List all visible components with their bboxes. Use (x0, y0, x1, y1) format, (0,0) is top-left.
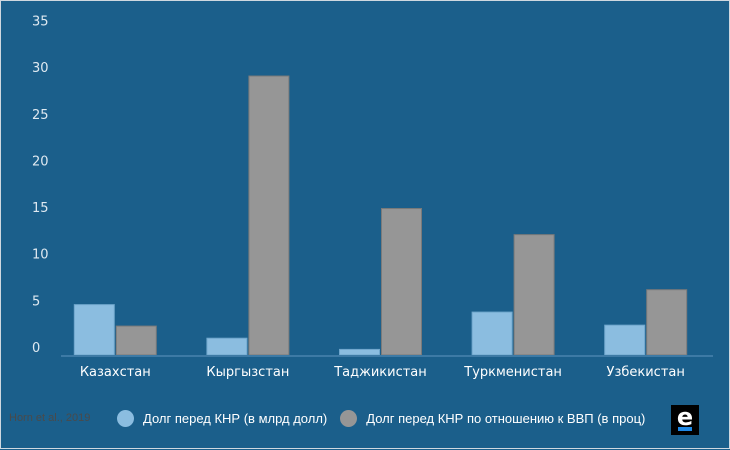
bar-debt-usd[interactable] (73, 304, 115, 356)
bar-debt-usd[interactable] (471, 311, 513, 356)
bar-debt-gdp[interactable] (381, 208, 422, 356)
bar-debt-gdp[interactable] (115, 325, 157, 356)
legend-label: Долг перед КНР (в млрд долл) (143, 411, 328, 426)
y-tick-label: 20 (32, 154, 49, 169)
x-tick-label: Таджикистан (333, 365, 427, 380)
x-tick-label: Казахстан (80, 365, 151, 380)
bar-debt-usd[interactable] (206, 337, 248, 356)
bar-debt-usd[interactable] (604, 324, 646, 356)
legend-marker (340, 410, 358, 427)
y-tick-label: 35 (32, 14, 49, 29)
bar-debt-usd[interactable] (339, 348, 380, 356)
y-tick-label: 10 (32, 248, 49, 263)
legend-item-debt-gdp[interactable]: Долг перед КНР по отношению к ВВП (в про… (340, 410, 645, 427)
y-tick-label: 15 (32, 201, 49, 216)
x-tick-label: Туркменистан (463, 365, 562, 380)
bar-debt-gdp[interactable] (513, 234, 555, 356)
bar-debt-gdp[interactable] (248, 75, 290, 356)
legend-label: Долг перед КНР по отношению к ВВП (в про… (366, 411, 646, 426)
y-tick-label: 30 (32, 61, 49, 76)
x-tick-label: Кыргызстан (206, 365, 289, 380)
x-tick-label: Узбекистан (607, 365, 685, 380)
bar-debt-gdp[interactable] (646, 289, 688, 356)
y-tick-label: 25 (32, 108, 49, 123)
legend-item-debt-usd[interactable]: Долг перед КНР (в млрд долл) (117, 410, 327, 427)
y-tick-label: 0 (32, 341, 40, 356)
source-credit[interactable]: Horn et al., 2019 (9, 412, 91, 424)
legend: Долг перед КНР (в млрд долл) Долг перед … (117, 410, 658, 427)
y-tick-label: 5 (32, 294, 40, 309)
logo: e (671, 405, 699, 435)
legend-marker (117, 410, 134, 427)
